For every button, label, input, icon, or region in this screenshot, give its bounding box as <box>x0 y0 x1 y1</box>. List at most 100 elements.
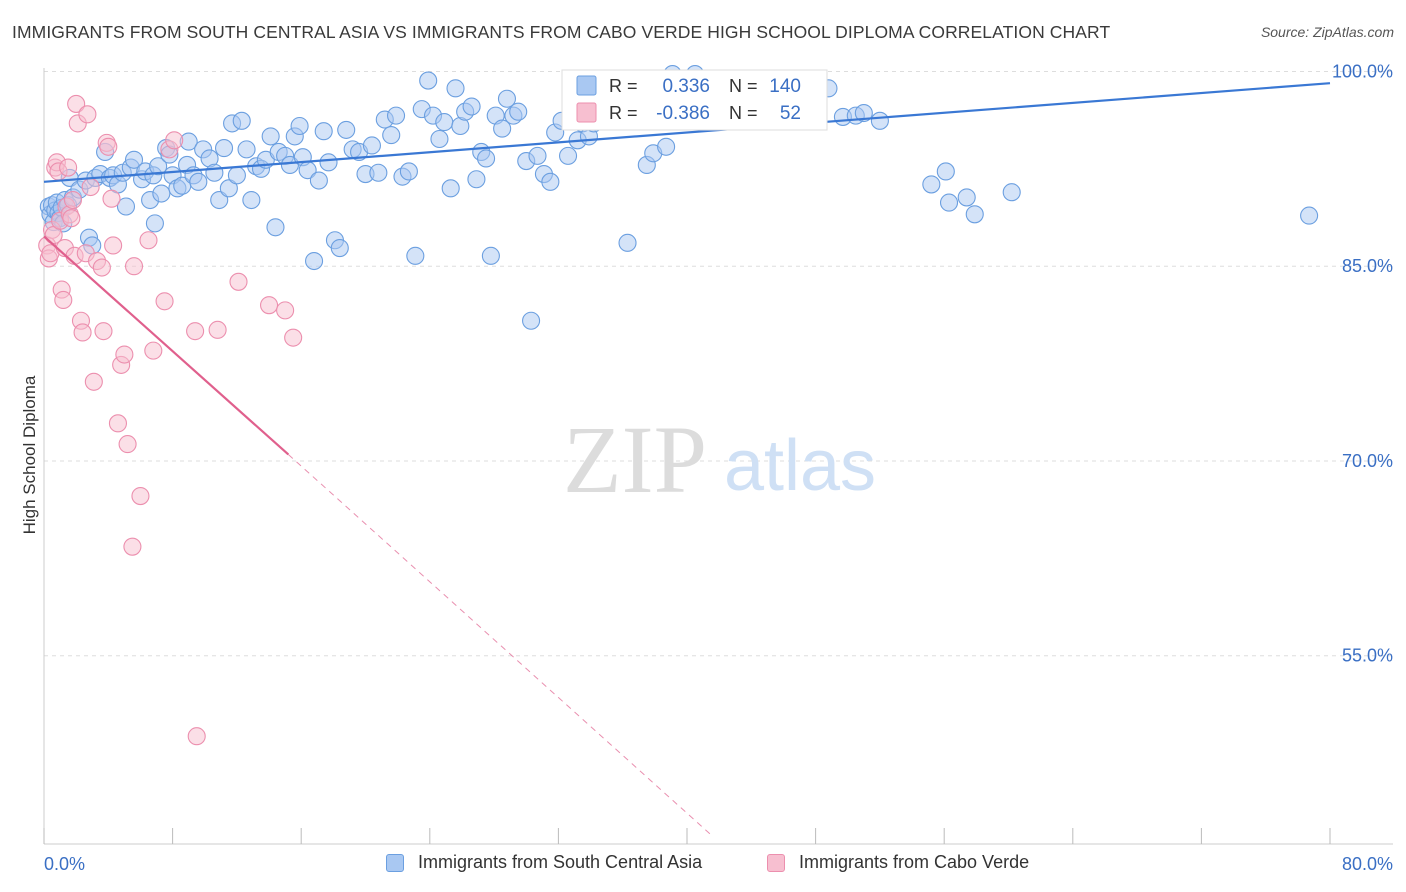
point-south-central-asia <box>369 163 388 182</box>
legend-item-south-central-asia: Immigrants from South Central Asia <box>386 852 702 873</box>
point-south-central-asia <box>957 188 976 207</box>
point-south-central-asia <box>509 102 528 121</box>
point-cabo-verde <box>81 177 100 197</box>
point-cabo-verde <box>104 236 123 255</box>
point-cabo-verde <box>108 414 127 433</box>
point-cabo-verde <box>229 272 248 291</box>
legend-top-n-value-2: 52 <box>780 103 801 124</box>
point-south-central-asia <box>922 175 941 194</box>
trend-line-cabo-verde <box>43 235 290 456</box>
point-cabo-verde <box>92 258 111 277</box>
watermark-zip: ZIP <box>563 406 707 513</box>
point-south-central-asia <box>528 146 547 165</box>
point-south-central-asia <box>124 150 144 169</box>
point-cabo-verde <box>78 105 97 124</box>
grid-layer <box>44 70 1393 657</box>
legend-label-south-central-asia: Immigrants from South Central Asia <box>418 852 703 872</box>
point-south-central-asia <box>854 103 873 123</box>
point-cabo-verde <box>118 435 137 454</box>
point-south-central-asia <box>214 139 234 158</box>
point-south-central-asia <box>319 153 338 172</box>
point-cabo-verde <box>115 345 134 364</box>
point-south-central-asia <box>870 111 889 130</box>
point-south-central-asia <box>446 79 465 98</box>
point-south-central-asia <box>419 71 438 90</box>
legend-item-cabo-verde: Immigrants from Cabo Verde <box>767 852 1029 873</box>
legend-top-swatch-blue <box>576 75 597 96</box>
point-south-central-asia <box>965 205 984 224</box>
point-cabo-verde <box>284 328 303 347</box>
legend-swatch-pink <box>767 853 785 872</box>
point-cabo-verde <box>276 301 295 320</box>
legend-top-swatch-pink <box>576 102 597 123</box>
legend-top-r-value-1: 0.336 <box>662 76 710 97</box>
point-cabo-verde <box>84 372 103 391</box>
trend-line-ext-cabo-verde <box>288 454 712 836</box>
point-cabo-verde <box>73 323 92 342</box>
point-cabo-verde <box>186 322 205 341</box>
point-south-central-asia <box>189 172 208 191</box>
legend-top-n-label-2: N = <box>729 103 758 123</box>
point-south-central-asia <box>541 172 560 191</box>
point-cabo-verde <box>124 257 144 276</box>
point-south-central-asia <box>227 166 246 185</box>
y-tick-label: 100.0% <box>1332 61 1393 81</box>
y-tick-label: 85.0% <box>1342 256 1393 276</box>
point-south-central-asia <box>261 127 280 146</box>
point-south-central-asia <box>497 89 517 108</box>
legend-top-n-value-1: 140 <box>769 76 801 97</box>
source-label: Source: ZipAtlas.com <box>1260 24 1394 40</box>
point-cabo-verde <box>59 158 78 177</box>
point-cabo-verde <box>165 131 184 150</box>
legend-top-r-label-2: R = <box>609 103 638 123</box>
point-south-central-asia <box>152 184 171 203</box>
point-south-central-asia <box>477 149 496 168</box>
point-south-central-asia <box>462 97 481 116</box>
y-tick-label: 55.0% <box>1342 646 1393 666</box>
point-south-central-asia <box>1300 206 1319 225</box>
point-cabo-verde <box>187 727 206 746</box>
point-south-central-asia <box>232 111 251 130</box>
point-south-central-asia <box>116 197 136 216</box>
legend-label-cabo-verde: Immigrants from Cabo Verde <box>799 852 1030 872</box>
point-south-central-asia <box>467 170 486 189</box>
point-cabo-verde <box>259 296 279 315</box>
point-cabo-verde <box>54 290 73 310</box>
chart-title: IMMIGRANTS FROM SOUTH CENTRAL ASIA VS IM… <box>12 22 1111 42</box>
axis-layer: 100.0% 85.0% 70.0% 55.0% 0.0% 80.0% <box>43 61 1393 874</box>
trend-layer <box>43 82 1331 836</box>
watermark-atlas: atlas <box>724 426 876 506</box>
point-south-central-asia <box>657 137 676 156</box>
point-south-central-asia <box>558 146 578 165</box>
point-south-central-asia <box>290 116 309 136</box>
point-south-central-asia <box>237 140 256 159</box>
point-cabo-verde <box>123 537 142 556</box>
trend-line-south-central-asia <box>43 82 1331 183</box>
point-south-central-asia <box>145 214 164 233</box>
point-cabo-verde <box>62 209 81 228</box>
point-south-central-asia <box>939 193 959 212</box>
y-axis-label: High School Diploma <box>20 375 39 534</box>
legend-bottom: Immigrants from South Central Asia Immig… <box>0 848 1406 878</box>
point-cabo-verde <box>131 486 150 506</box>
point-south-central-asia <box>399 162 418 181</box>
point-south-central-asia <box>493 119 512 138</box>
point-south-central-asia <box>435 113 454 132</box>
legend-top-r-label-1: R = <box>609 76 638 96</box>
point-south-central-asia <box>522 311 541 330</box>
point-south-central-asia <box>219 179 238 198</box>
x-tick-label-min: 0.0% <box>44 854 85 874</box>
point-south-central-asia <box>242 190 261 210</box>
x-tick-label-max: 80.0% <box>1342 854 1393 874</box>
point-south-central-asia <box>481 246 500 265</box>
point-south-central-asia <box>330 239 349 258</box>
point-south-central-asia <box>149 157 168 176</box>
legend-top-n-label-1: N = <box>729 76 758 96</box>
point-south-central-asia <box>386 106 406 125</box>
point-cabo-verde <box>139 231 158 250</box>
point-cabo-verde <box>63 190 82 210</box>
point-south-central-asia <box>305 251 324 271</box>
point-south-central-asia <box>266 218 285 237</box>
point-south-central-asia <box>430 129 449 149</box>
